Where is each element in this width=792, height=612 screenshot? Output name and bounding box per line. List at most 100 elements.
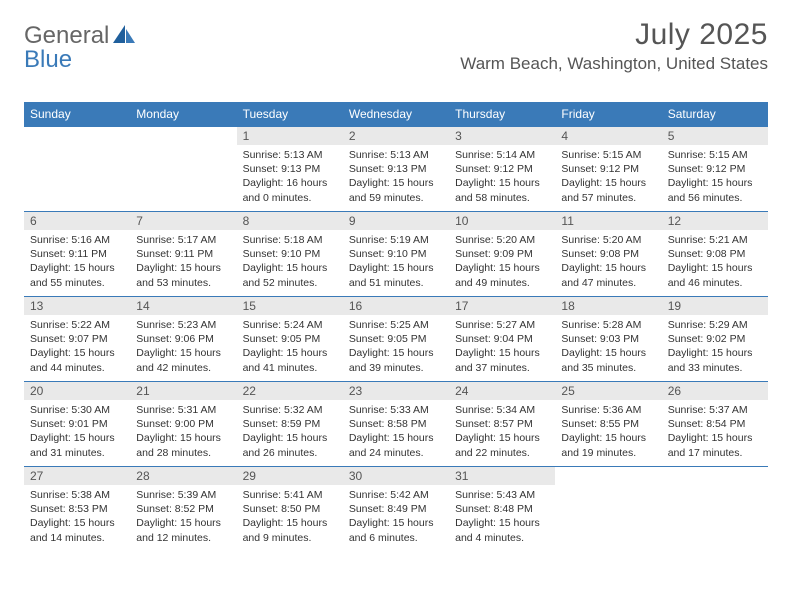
day-number: 21 bbox=[130, 382, 236, 400]
sunrise-line: Sunrise: 5:19 AM bbox=[349, 233, 443, 247]
sunset-line: Sunset: 8:58 PM bbox=[349, 417, 443, 431]
sunset-line: Sunset: 9:01 PM bbox=[30, 417, 124, 431]
weekday-sunday: Sunday bbox=[24, 102, 130, 126]
day-number: 1 bbox=[237, 127, 343, 145]
day-number: 11 bbox=[555, 212, 661, 230]
day-cell: 19Sunrise: 5:29 AMSunset: 9:02 PMDayligh… bbox=[662, 297, 768, 381]
daylight-line: Daylight: 15 hours and 42 minutes. bbox=[136, 346, 230, 374]
day-cell: 15Sunrise: 5:24 AMSunset: 9:05 PMDayligh… bbox=[237, 297, 343, 381]
day-cell: 5Sunrise: 5:15 AMSunset: 9:12 PMDaylight… bbox=[662, 127, 768, 211]
sunset-line: Sunset: 9:13 PM bbox=[243, 162, 337, 176]
day-cell: 31Sunrise: 5:43 AMSunset: 8:48 PMDayligh… bbox=[449, 467, 555, 551]
week-row: 1Sunrise: 5:13 AMSunset: 9:13 PMDaylight… bbox=[24, 126, 768, 211]
sunset-line: Sunset: 8:54 PM bbox=[668, 417, 762, 431]
daylight-line: Daylight: 15 hours and 28 minutes. bbox=[136, 431, 230, 459]
day-cell: 24Sunrise: 5:34 AMSunset: 8:57 PMDayligh… bbox=[449, 382, 555, 466]
day-body: Sunrise: 5:13 AMSunset: 9:13 PMDaylight:… bbox=[343, 145, 449, 209]
day-body: Sunrise: 5:41 AMSunset: 8:50 PMDaylight:… bbox=[237, 485, 343, 549]
day-body: Sunrise: 5:22 AMSunset: 9:07 PMDaylight:… bbox=[24, 315, 130, 379]
day-number: 7 bbox=[130, 212, 236, 230]
sunrise-line: Sunrise: 5:39 AM bbox=[136, 488, 230, 502]
daylight-line: Daylight: 15 hours and 53 minutes. bbox=[136, 261, 230, 289]
daylight-line: Daylight: 15 hours and 55 minutes. bbox=[30, 261, 124, 289]
daylight-line: Daylight: 15 hours and 58 minutes. bbox=[455, 176, 549, 204]
daylight-line: Daylight: 15 hours and 33 minutes. bbox=[668, 346, 762, 374]
daylight-line: Daylight: 15 hours and 59 minutes. bbox=[349, 176, 443, 204]
sunrise-line: Sunrise: 5:30 AM bbox=[30, 403, 124, 417]
day-number: 13 bbox=[24, 297, 130, 315]
day-body: Sunrise: 5:37 AMSunset: 8:54 PMDaylight:… bbox=[662, 400, 768, 464]
daylight-line: Daylight: 15 hours and 31 minutes. bbox=[30, 431, 124, 459]
sail-icon bbox=[111, 23, 137, 45]
day-cell: 29Sunrise: 5:41 AMSunset: 8:50 PMDayligh… bbox=[237, 467, 343, 551]
day-body: Sunrise: 5:24 AMSunset: 9:05 PMDaylight:… bbox=[237, 315, 343, 379]
sunrise-line: Sunrise: 5:43 AM bbox=[455, 488, 549, 502]
day-body: Sunrise: 5:23 AMSunset: 9:06 PMDaylight:… bbox=[130, 315, 236, 379]
daylight-line: Daylight: 15 hours and 39 minutes. bbox=[349, 346, 443, 374]
day-number: 2 bbox=[343, 127, 449, 145]
day-number: 3 bbox=[449, 127, 555, 145]
day-body: Sunrise: 5:18 AMSunset: 9:10 PMDaylight:… bbox=[237, 230, 343, 294]
sunset-line: Sunset: 9:00 PM bbox=[136, 417, 230, 431]
day-cell: 6Sunrise: 5:16 AMSunset: 9:11 PMDaylight… bbox=[24, 212, 130, 296]
sunrise-line: Sunrise: 5:38 AM bbox=[30, 488, 124, 502]
sunset-line: Sunset: 8:55 PM bbox=[561, 417, 655, 431]
week-row: 6Sunrise: 5:16 AMSunset: 9:11 PMDaylight… bbox=[24, 211, 768, 296]
day-cell: 12Sunrise: 5:21 AMSunset: 9:08 PMDayligh… bbox=[662, 212, 768, 296]
weeks-container: 1Sunrise: 5:13 AMSunset: 9:13 PMDaylight… bbox=[24, 126, 768, 551]
day-number: 17 bbox=[449, 297, 555, 315]
sunset-line: Sunset: 9:10 PM bbox=[349, 247, 443, 261]
day-body: Sunrise: 5:42 AMSunset: 8:49 PMDaylight:… bbox=[343, 485, 449, 549]
weekday-tuesday: Tuesday bbox=[237, 102, 343, 126]
day-body: Sunrise: 5:25 AMSunset: 9:05 PMDaylight:… bbox=[343, 315, 449, 379]
sunrise-line: Sunrise: 5:29 AM bbox=[668, 318, 762, 332]
day-body: Sunrise: 5:28 AMSunset: 9:03 PMDaylight:… bbox=[555, 315, 661, 379]
day-number: 18 bbox=[555, 297, 661, 315]
sunrise-line: Sunrise: 5:20 AM bbox=[561, 233, 655, 247]
day-body: Sunrise: 5:27 AMSunset: 9:04 PMDaylight:… bbox=[449, 315, 555, 379]
daylight-line: Daylight: 15 hours and 19 minutes. bbox=[561, 431, 655, 459]
sunrise-line: Sunrise: 5:22 AM bbox=[30, 318, 124, 332]
sunset-line: Sunset: 9:07 PM bbox=[30, 332, 124, 346]
sunrise-line: Sunrise: 5:28 AM bbox=[561, 318, 655, 332]
daylight-line: Daylight: 15 hours and 22 minutes. bbox=[455, 431, 549, 459]
daylight-line: Daylight: 15 hours and 49 minutes. bbox=[455, 261, 549, 289]
day-number: 9 bbox=[343, 212, 449, 230]
day-cell: 3Sunrise: 5:14 AMSunset: 9:12 PMDaylight… bbox=[449, 127, 555, 211]
sunrise-line: Sunrise: 5:14 AM bbox=[455, 148, 549, 162]
daylight-line: Daylight: 15 hours and 37 minutes. bbox=[455, 346, 549, 374]
day-cell: 18Sunrise: 5:28 AMSunset: 9:03 PMDayligh… bbox=[555, 297, 661, 381]
day-body: Sunrise: 5:21 AMSunset: 9:08 PMDaylight:… bbox=[662, 230, 768, 294]
sunrise-line: Sunrise: 5:17 AM bbox=[136, 233, 230, 247]
day-number: 8 bbox=[237, 212, 343, 230]
daylight-line: Daylight: 16 hours and 0 minutes. bbox=[243, 176, 337, 204]
day-body: Sunrise: 5:31 AMSunset: 9:00 PMDaylight:… bbox=[130, 400, 236, 464]
sunrise-line: Sunrise: 5:41 AM bbox=[243, 488, 337, 502]
empty-day bbox=[130, 127, 236, 146]
brand-part2: Blue bbox=[24, 46, 72, 74]
empty-day bbox=[662, 467, 768, 486]
day-number: 15 bbox=[237, 297, 343, 315]
daylight-line: Daylight: 15 hours and 12 minutes. bbox=[136, 516, 230, 544]
day-number: 28 bbox=[130, 467, 236, 485]
day-cell: 20Sunrise: 5:30 AMSunset: 9:01 PMDayligh… bbox=[24, 382, 130, 466]
day-cell: 4Sunrise: 5:15 AMSunset: 9:12 PMDaylight… bbox=[555, 127, 661, 211]
day-number: 19 bbox=[662, 297, 768, 315]
sunset-line: Sunset: 8:53 PM bbox=[30, 502, 124, 516]
weekday-header: SundayMondayTuesdayWednesdayThursdayFrid… bbox=[24, 102, 768, 126]
week-row: 20Sunrise: 5:30 AMSunset: 9:01 PMDayligh… bbox=[24, 381, 768, 466]
daylight-line: Daylight: 15 hours and 26 minutes. bbox=[243, 431, 337, 459]
sunrise-line: Sunrise: 5:36 AM bbox=[561, 403, 655, 417]
sunrise-line: Sunrise: 5:42 AM bbox=[349, 488, 443, 502]
day-number: 5 bbox=[662, 127, 768, 145]
day-cell: 22Sunrise: 5:32 AMSunset: 8:59 PMDayligh… bbox=[237, 382, 343, 466]
month-title: July 2025 bbox=[460, 18, 768, 52]
sunrise-line: Sunrise: 5:21 AM bbox=[668, 233, 762, 247]
sunrise-line: Sunrise: 5:25 AM bbox=[349, 318, 443, 332]
week-row: 13Sunrise: 5:22 AMSunset: 9:07 PMDayligh… bbox=[24, 296, 768, 381]
day-body: Sunrise: 5:15 AMSunset: 9:12 PMDaylight:… bbox=[662, 145, 768, 209]
sunrise-line: Sunrise: 5:20 AM bbox=[455, 233, 549, 247]
sunset-line: Sunset: 9:03 PM bbox=[561, 332, 655, 346]
sunrise-line: Sunrise: 5:15 AM bbox=[561, 148, 655, 162]
sunset-line: Sunset: 9:06 PM bbox=[136, 332, 230, 346]
